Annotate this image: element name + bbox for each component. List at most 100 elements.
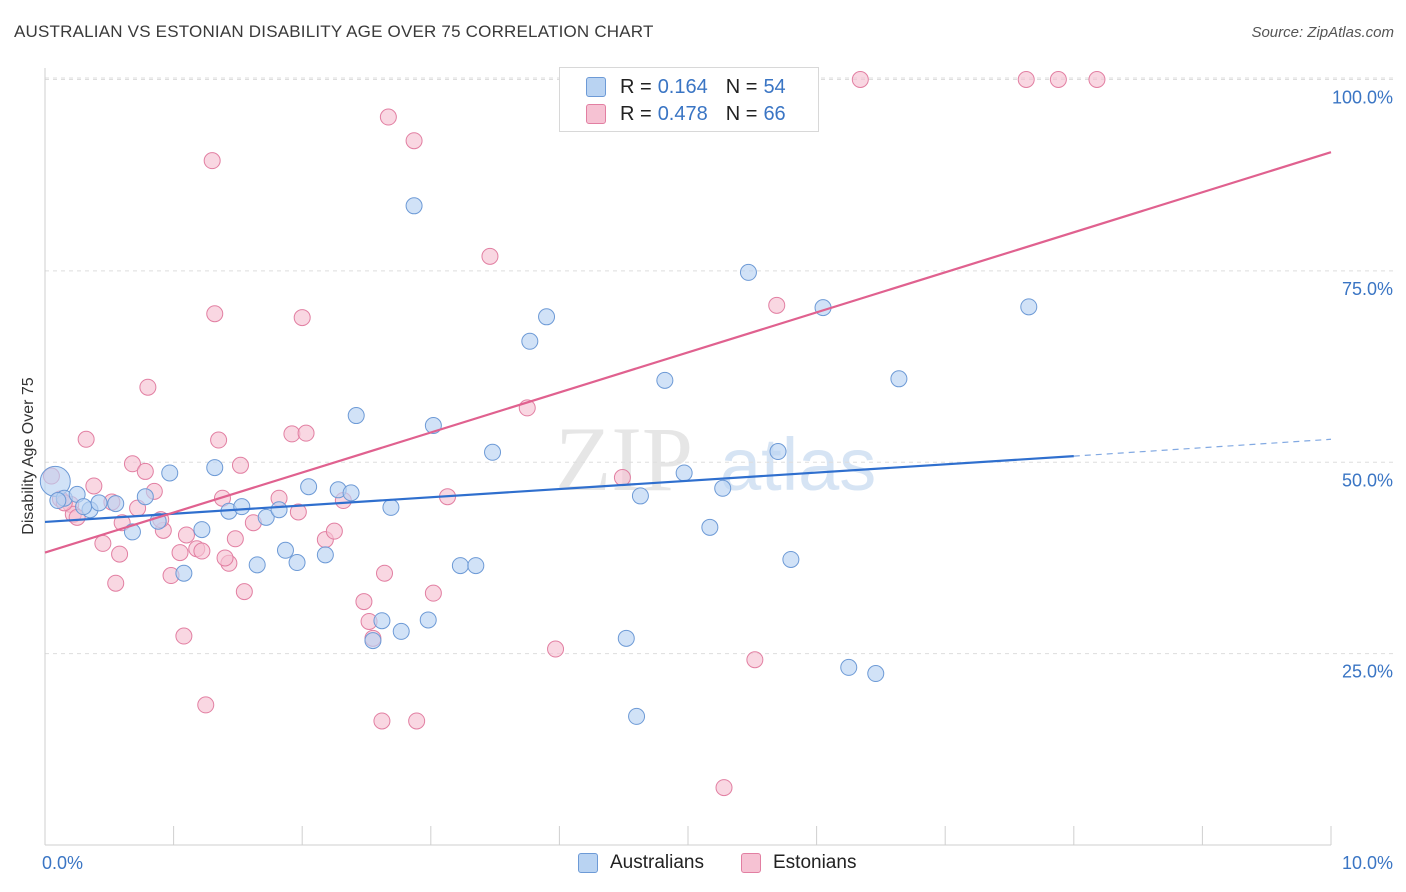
- legend-item-australians[interactable]: Australians: [578, 852, 704, 874]
- legend-n-value: 54: [763, 75, 786, 98]
- australian-point: [300, 478, 318, 496]
- estonian-point: [231, 456, 249, 474]
- legend-r-label: R =: [620, 75, 652, 98]
- australian-point: [107, 495, 125, 513]
- australian-point: [467, 557, 485, 575]
- legend-r-value: 0.164: [657, 75, 708, 98]
- estonian-point: [715, 779, 733, 797]
- estonian-point: [376, 564, 394, 582]
- legend-label-estonians: Estonians: [773, 852, 857, 873]
- estonian-point: [171, 544, 189, 562]
- source-label: Source: ZipAtlas.com: [1251, 24, 1394, 41]
- australian-point: [342, 484, 360, 502]
- legend-item-estonians[interactable]: Estonians: [741, 852, 856, 874]
- estonian-point: [1088, 71, 1106, 88]
- estonian-point: [206, 305, 224, 323]
- australian-point: [288, 554, 306, 572]
- australian-point: [1020, 298, 1038, 316]
- australian-point: [270, 501, 288, 519]
- estonians-trend-line: [44, 151, 1332, 554]
- australian-point: [75, 498, 93, 516]
- estonian-point: [405, 132, 423, 150]
- australian-point: [206, 459, 224, 477]
- legend-swatch-pink: [586, 104, 606, 124]
- australian-point: [701, 518, 719, 536]
- australian-point: [769, 443, 787, 461]
- y-tick-label: 25.0%: [1342, 662, 1393, 682]
- australian-point: [714, 479, 732, 497]
- legend-row-estonians: R = 0.478 N = 66: [586, 102, 786, 126]
- watermark: ZIP atlas: [555, 408, 876, 510]
- estonian-point: [408, 712, 426, 730]
- australian-point: [451, 557, 469, 575]
- australian-point: [840, 658, 858, 676]
- legend-swatch-pink: [741, 853, 761, 873]
- legend-n-label: N =: [725, 102, 758, 125]
- estonian-point: [107, 574, 125, 592]
- australian-point: [193, 521, 211, 539]
- estonian-point: [94, 534, 112, 552]
- australian-point: [175, 564, 193, 582]
- estonian-point: [746, 651, 764, 669]
- australian-point: [521, 332, 539, 350]
- chart-title: AUSTRALIAN VS ESTONIAN DISABILITY AGE OV…: [14, 22, 654, 41]
- correlation-legend: R = 0.164 N = 54 R = 0.478 N = 66: [559, 67, 819, 132]
- estonian-point: [226, 530, 244, 548]
- australian-point: [257, 508, 275, 526]
- australians-trend-line: [44, 455, 1074, 524]
- australian-point: [419, 611, 437, 629]
- australian-point: [90, 494, 108, 512]
- australian-point: [739, 263, 757, 281]
- watermark-zip: ZIP: [555, 408, 693, 510]
- australian-point: [392, 622, 410, 640]
- australian-point: [233, 498, 251, 516]
- estonian-point: [210, 431, 228, 449]
- estonian-point: [355, 593, 373, 611]
- estonian-point: [424, 584, 442, 602]
- australian-point: [123, 523, 141, 541]
- y-tick-label: 100.0%: [1332, 88, 1393, 108]
- estonian-point: [216, 549, 234, 567]
- estonian-point: [203, 152, 221, 170]
- australian-point: [382, 498, 400, 516]
- estonian-point: [283, 425, 301, 443]
- estonian-point: [1017, 71, 1035, 88]
- legend-n-value: 66: [763, 102, 786, 125]
- estonian-point: [325, 522, 343, 540]
- legend-swatch-blue: [586, 77, 606, 97]
- legend-r-label: R =: [620, 102, 652, 125]
- estonian-point: [177, 526, 195, 544]
- australian-point: [136, 488, 154, 506]
- y-tick-label: 50.0%: [1342, 470, 1393, 490]
- y-axis-label: Disability Age Over 75: [20, 377, 37, 535]
- estonian-point: [373, 712, 391, 730]
- australian-point: [373, 612, 391, 630]
- australian-point: [628, 707, 646, 725]
- estonian-point: [289, 503, 307, 521]
- estonian-point: [136, 462, 154, 480]
- australian-point: [49, 492, 67, 510]
- australian-point: [617, 629, 635, 647]
- estonian-point: [77, 430, 95, 448]
- estonian-point: [111, 545, 129, 563]
- x-tick-label: 10.0%: [1342, 853, 1393, 873]
- australian-point: [316, 546, 334, 564]
- australian-point: [782, 550, 800, 568]
- estonian-point: [175, 627, 193, 645]
- estonian-point: [85, 477, 103, 495]
- legend-r-value: 0.478: [657, 102, 708, 125]
- legend-swatch-blue: [578, 853, 598, 873]
- legend-label-australians: Australians: [610, 852, 704, 873]
- australian-point: [364, 632, 382, 650]
- watermark-atlas: atlas: [720, 423, 876, 506]
- estonian-point: [851, 71, 869, 88]
- estonian-point: [297, 424, 315, 442]
- estonian-point: [379, 108, 397, 126]
- estonian-point: [235, 583, 253, 601]
- australian-point: [248, 556, 266, 574]
- y-tick-label: 75.0%: [1342, 279, 1393, 299]
- australian-point: [347, 407, 365, 425]
- estonian-point: [293, 309, 311, 327]
- estonian-point: [768, 296, 786, 314]
